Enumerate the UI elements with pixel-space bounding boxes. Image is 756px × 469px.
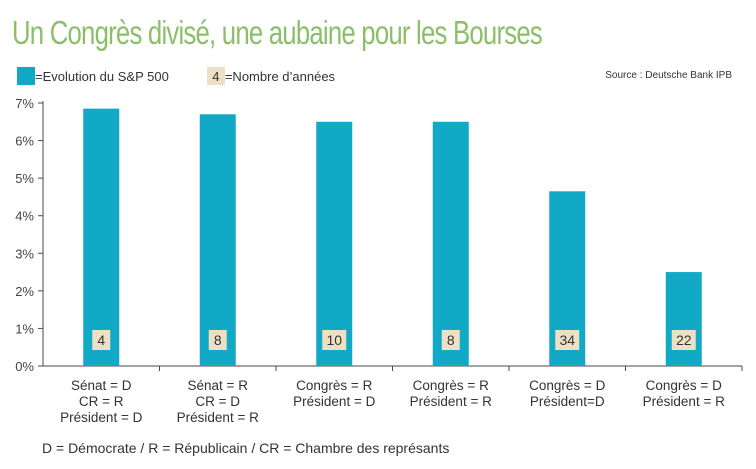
count-label: 22 xyxy=(676,332,692,348)
category-label-line: Président = D xyxy=(60,410,142,425)
count-label: 8 xyxy=(447,332,455,348)
category-label-line: Congrès = D xyxy=(529,378,605,393)
legend: =Evolution du S&P 500 4 =Nombre d’années xyxy=(17,66,335,86)
category-label-line: Sénat = R xyxy=(188,378,249,393)
count-label: 8 xyxy=(214,332,222,348)
category-label-line: CR = R xyxy=(79,394,124,409)
category-label-line: Congrès = R xyxy=(296,378,372,393)
count-box xyxy=(671,330,696,350)
y-tick-label: 3% xyxy=(15,246,34,261)
count-box xyxy=(208,330,227,350)
count-box xyxy=(555,330,580,350)
category-label-line: Président=D xyxy=(530,394,605,409)
y-tick-label: 7% xyxy=(15,96,34,111)
y-tick-label: 1% xyxy=(15,321,34,336)
legend-count-sample: 4 xyxy=(206,67,225,85)
y-tick-label: 2% xyxy=(15,284,34,299)
y-tick-label: 5% xyxy=(15,171,34,186)
category-label-line: Président = R xyxy=(177,410,259,425)
legend-label-sp500: =Evolution du S&P 500 xyxy=(35,68,169,84)
count-box xyxy=(92,330,111,350)
category-label-line: Président = R xyxy=(410,394,492,409)
legend-label-count: =Nombre d’années xyxy=(224,68,336,84)
bar xyxy=(83,108,120,366)
y-tick-label: 6% xyxy=(15,134,34,149)
bar xyxy=(665,272,702,366)
legend-swatch-sp500 xyxy=(17,67,35,85)
source-note: Source : Deutsche Bank IPB xyxy=(605,70,732,81)
bar xyxy=(316,121,353,367)
count-label: 10 xyxy=(326,332,342,348)
footnote: D = Démocrate / R = Républicain / CR = C… xyxy=(42,440,450,456)
chart-title: Un Congrès divisé, une aubaine pour les … xyxy=(12,14,543,51)
category-label-line: Congrès = R xyxy=(413,378,489,393)
category-label-line: Président = D xyxy=(293,394,375,409)
count-label: 34 xyxy=(559,332,575,348)
category-label-line: Congrès = D xyxy=(646,378,722,393)
category-label-line: Sénat = D xyxy=(71,378,132,393)
y-tick-label: 0% xyxy=(15,359,34,374)
count-label: 4 xyxy=(97,332,105,348)
category-label-line: Président = R xyxy=(643,394,725,409)
bar xyxy=(432,121,469,367)
y-tick-label: 4% xyxy=(15,209,34,224)
category-label-line: CR = D xyxy=(195,394,240,409)
count-box xyxy=(441,330,460,350)
bar xyxy=(199,114,236,367)
count-box xyxy=(322,330,347,350)
